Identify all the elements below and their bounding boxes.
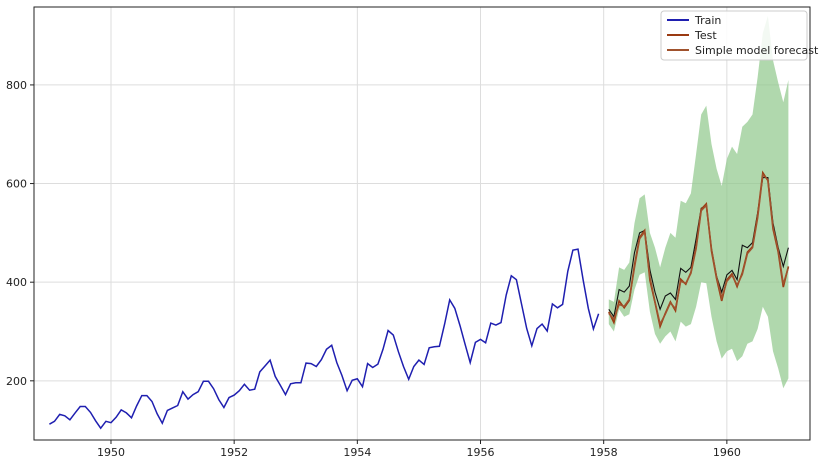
legend-label-test: Test — [694, 29, 717, 42]
x-tick-label: 1950 — [97, 446, 125, 459]
x-tick-label: 1952 — [220, 446, 248, 459]
series-line-train — [49, 248, 600, 430]
series-line-forecast — [608, 173, 790, 327]
y-tick-label: 400 — [6, 276, 27, 289]
legend: Train Test Simple model forecast — [660, 10, 819, 61]
plot-frame — [33, 6, 811, 441]
x-tick-label: 1958 — [590, 446, 618, 459]
grid-lines — [34, 7, 810, 440]
legend-label-forecast: Simple model forecast — [695, 44, 819, 57]
x-axis-ticks: 1950 1952 1954 1956 1958 1960 — [97, 440, 741, 459]
x-tick-label: 1956 — [467, 446, 495, 459]
x-tick-label: 1954 — [343, 446, 371, 459]
y-tick-label: 200 — [6, 375, 27, 388]
y-tick-label: 800 — [6, 79, 27, 92]
legend-label-train: Train — [694, 14, 721, 27]
y-tick-label: 600 — [6, 178, 27, 191]
y-axis-ticks: 200 400 600 800 — [6, 79, 34, 388]
legend-box — [660, 10, 808, 61]
x-tick-label: 1960 — [713, 446, 741, 459]
